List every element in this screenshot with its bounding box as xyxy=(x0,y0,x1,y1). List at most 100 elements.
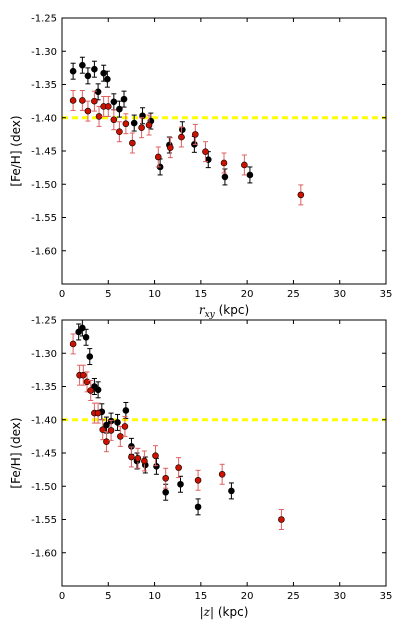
data-point xyxy=(79,371,87,379)
x-tick-label: 30 xyxy=(333,289,346,300)
y-tick-label: -1.40 xyxy=(31,113,57,124)
y-tick-label: -1.35 xyxy=(31,382,57,393)
data-point xyxy=(116,128,123,136)
data-point xyxy=(153,462,160,470)
data-point xyxy=(218,470,226,478)
data-point xyxy=(246,171,254,179)
y-axis-label: [Fe/H] (dex) xyxy=(9,115,23,186)
x-tick-label: 25 xyxy=(287,289,300,300)
data-point xyxy=(79,324,86,332)
data-point xyxy=(128,453,135,461)
y-tick-label: -1.35 xyxy=(31,80,57,91)
y-tick-label: -1.30 xyxy=(31,349,57,360)
data-point xyxy=(122,407,130,414)
data-point xyxy=(69,340,77,348)
y-tick-label: -1.40 xyxy=(31,415,57,426)
data-point xyxy=(69,97,77,104)
data-point xyxy=(138,124,145,132)
x-axis-label: |z| (kpc) xyxy=(200,605,249,619)
data-point xyxy=(94,386,102,394)
y-tick-label: -1.55 xyxy=(31,515,57,526)
x-tick-label: 10 xyxy=(148,591,161,602)
panel-rxy: 0 5 10 15 20 25 30 35 -1.25 -1.30 -1.35 -1.40 -1.45 -… xyxy=(9,14,392,321)
y-tick-label: -1.50 xyxy=(31,180,57,191)
data-point xyxy=(141,457,148,465)
data-point xyxy=(114,419,121,426)
data-point xyxy=(241,161,248,169)
x-tick-label: 20 xyxy=(241,289,254,300)
y-axis-label: [Fe/H] (dex) xyxy=(9,417,23,488)
data-point xyxy=(162,474,169,482)
data-point xyxy=(122,120,130,128)
data-point xyxy=(120,95,128,103)
y-tick-label: -1.60 xyxy=(31,246,57,257)
data-point xyxy=(107,427,115,434)
data-point xyxy=(228,487,235,495)
series-1 xyxy=(69,333,285,530)
data-point xyxy=(69,67,77,75)
data-point xyxy=(94,409,102,417)
data-point xyxy=(221,173,229,181)
x-axis-label: rxy (kpc) xyxy=(199,303,249,320)
data-point xyxy=(95,113,103,120)
data-point xyxy=(192,131,199,138)
data-point xyxy=(194,476,202,484)
series-0 xyxy=(69,56,254,186)
plot-frame xyxy=(61,17,387,285)
x-tick-label: 10 xyxy=(148,289,161,300)
data-point xyxy=(110,116,118,124)
data-point xyxy=(134,455,142,462)
data-point xyxy=(178,133,185,141)
x-tick-label: 15 xyxy=(194,591,207,602)
series-1 xyxy=(69,89,305,206)
data-point xyxy=(297,191,305,199)
data-point xyxy=(145,121,153,129)
data-point xyxy=(194,503,202,511)
series-0 xyxy=(75,319,235,516)
x-tick-label: 20 xyxy=(241,591,254,602)
data-point xyxy=(84,72,92,80)
data-point xyxy=(130,119,138,127)
y-tick-label: -1.45 xyxy=(31,147,57,158)
data-point xyxy=(94,88,102,96)
plot-frame xyxy=(61,319,387,587)
x-tick-label: 5 xyxy=(105,289,111,300)
data-point xyxy=(104,75,111,83)
data-point xyxy=(220,159,228,167)
data-point xyxy=(278,516,285,523)
x-tick-label: 35 xyxy=(380,591,393,602)
data-point xyxy=(75,328,82,336)
data-point xyxy=(179,126,186,134)
data-point xyxy=(175,464,182,471)
y-tick-label: -1.50 xyxy=(31,482,57,493)
data-point xyxy=(86,353,94,360)
data-point xyxy=(154,153,162,161)
x-tick-label: 0 xyxy=(59,289,65,300)
data-point xyxy=(103,421,110,429)
data-point xyxy=(103,438,110,445)
data-point xyxy=(121,423,129,430)
data-point xyxy=(110,98,118,106)
y-tick-label: -1.45 xyxy=(31,449,57,460)
x-tick-label: 30 xyxy=(333,591,346,602)
x-tick-label: 25 xyxy=(287,591,300,602)
x-tick-label: 15 xyxy=(194,289,207,300)
data-point xyxy=(91,97,98,105)
data-point xyxy=(129,139,136,147)
data-point xyxy=(91,65,98,73)
data-point xyxy=(79,61,86,69)
y-tick-label: -1.25 xyxy=(31,316,57,327)
data-point xyxy=(162,488,169,496)
x-tick-label: 35 xyxy=(380,289,393,300)
data-point xyxy=(84,107,92,115)
data-point xyxy=(167,144,174,151)
y-tick-label: -1.25 xyxy=(31,14,57,25)
y-tick-label: -1.30 xyxy=(31,47,57,58)
data-point xyxy=(177,480,184,488)
data-point xyxy=(152,452,159,459)
data-point xyxy=(83,378,91,386)
y-tick-label: -1.60 xyxy=(31,548,57,559)
data-point xyxy=(79,97,86,104)
data-point xyxy=(104,103,112,110)
